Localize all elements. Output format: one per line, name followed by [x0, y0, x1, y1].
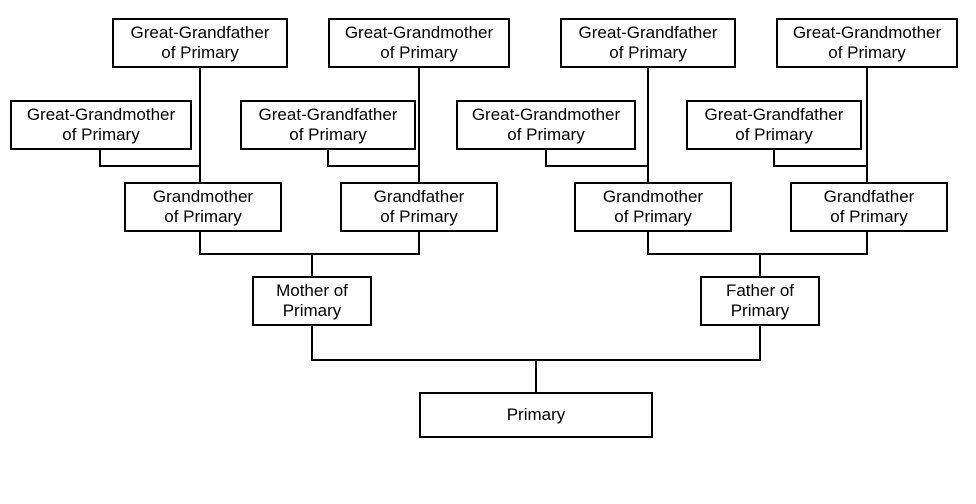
node-gm1: Grandmother of Primary [124, 182, 282, 232]
edge [648, 232, 867, 254]
node-gm2: Grandmother of Primary [574, 182, 732, 232]
edge [774, 150, 867, 166]
edge [312, 326, 760, 360]
family-tree-diagram: Great-Grandfather of Primary Great-Grandm… [0, 0, 976, 504]
edge [328, 150, 419, 166]
node-father: Father of Primary [700, 276, 820, 326]
node-ggf3: Great-Grandfather of Primary [240, 100, 416, 150]
node-primary: Primary [419, 392, 653, 438]
edge [100, 150, 200, 166]
node-gf1: Grandfather of Primary [340, 182, 498, 232]
edge [200, 232, 419, 254]
node-ggm3: Great-Grandmother of Primary [10, 100, 192, 150]
node-ggm4: Great-Grandmother of Primary [456, 100, 636, 150]
node-mother: Mother of Primary [252, 276, 372, 326]
edge [546, 150, 648, 166]
node-ggm2: Great-Grandmother of Primary [776, 18, 958, 68]
node-gf2: Grandfather of Primary [790, 182, 948, 232]
node-ggf1: Great-Grandfather of Primary [112, 18, 288, 68]
node-ggm1: Great-Grandmother of Primary [328, 18, 510, 68]
node-ggf2: Great-Grandfather of Primary [560, 18, 736, 68]
node-ggf4: Great-Grandfather of Primary [686, 100, 862, 150]
